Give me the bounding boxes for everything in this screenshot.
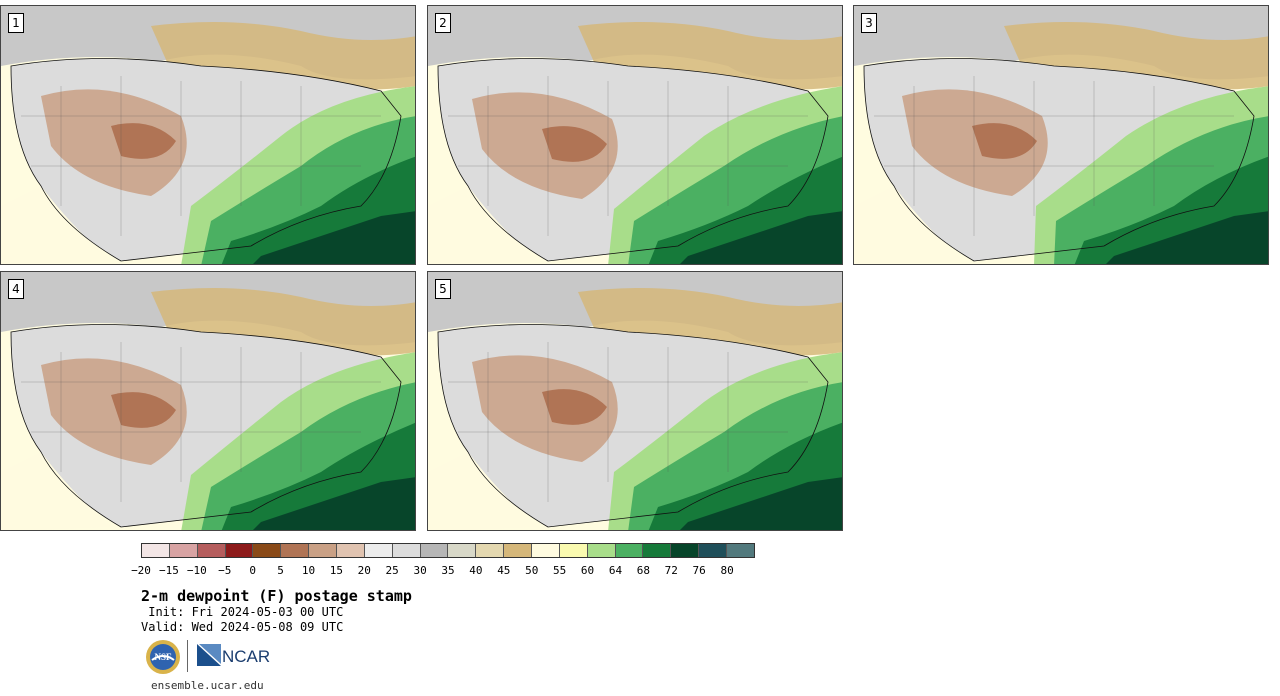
colorbar-swatch [197, 544, 226, 557]
site-url: ensemble.ucar.edu [151, 679, 264, 692]
colorbar-tick-label: 20 [357, 564, 371, 577]
colorbar-tick-label: 5 [277, 564, 284, 577]
colorbar-tick-label: 68 [636, 564, 650, 577]
very-dry-region [111, 392, 176, 428]
colorbar-swatch [671, 544, 700, 557]
tan-band [151, 288, 415, 356]
colorbar-tick-label: 15 [329, 564, 343, 577]
colorbar-swatch [559, 544, 588, 557]
colorbar-tick-label: −10 [186, 564, 207, 577]
dewpoint-map [854, 6, 1268, 264]
colorbar-swatch [225, 544, 254, 557]
colorbar-swatch [504, 544, 533, 557]
very-dry-region [542, 126, 607, 162]
colorbar-tick-label: 80 [720, 564, 734, 577]
colorbar [141, 543, 755, 558]
nsf-logo-text: NSF [154, 652, 172, 662]
colorbar-tick-label: 72 [664, 564, 678, 577]
colorbar-tick-label: 0 [249, 564, 256, 577]
colorbar-tick-label: 76 [692, 564, 706, 577]
dry-region [472, 92, 618, 199]
colorbar-tick-label: 40 [469, 564, 483, 577]
dewpoint-map [428, 6, 842, 264]
panel-number: 2 [435, 13, 451, 33]
colorbar-tick-label: 50 [525, 564, 539, 577]
colorbar-tick-label: −5 [218, 564, 232, 577]
map-panel-2: 2 [427, 5, 843, 265]
map-panel-3: 3 [853, 5, 1269, 265]
colorbar-swatch [476, 544, 505, 557]
map-panel-5: 5 [427, 271, 843, 531]
colorbar-swatch [587, 544, 616, 557]
colorbar-swatch [281, 544, 310, 557]
logo-divider [187, 640, 188, 672]
tan-band [151, 22, 415, 90]
colorbar-tick-label: −20 [131, 564, 151, 577]
colorbar-swatch [309, 544, 338, 557]
nsf-logo-icon: NSF [146, 640, 180, 674]
dry-region [41, 358, 187, 465]
colorbar-tick-label: 25 [385, 564, 399, 577]
colorbar-swatch [337, 544, 365, 557]
colorbar-swatch [364, 544, 393, 557]
very-dry-region [111, 123, 176, 159]
coastline [10, 324, 402, 528]
gulf-region [253, 211, 415, 264]
gulf-region [253, 477, 415, 530]
colorbar-swatch [448, 544, 477, 557]
gulf-region [680, 211, 842, 264]
colorbar-tick-label: 35 [441, 564, 455, 577]
dewpoint-map [1, 272, 415, 530]
colorbar-swatch [615, 544, 644, 557]
colorbar-swatch [142, 544, 170, 557]
colorbar-swatch [253, 544, 282, 557]
map-panel-4: 4 [0, 271, 416, 531]
colorbar-swatch [699, 544, 728, 557]
tan-band [1004, 22, 1268, 90]
coastline [437, 324, 829, 528]
valid-time: Valid: Wed 2024-05-08 09 UTC [141, 620, 344, 634]
colorbar-tick-label: 30 [413, 564, 427, 577]
ncar-logo-text: NCAR [222, 647, 271, 666]
colorbar-swatch [420, 544, 449, 557]
mexico-region [428, 186, 538, 264]
colorbar-swatch [392, 544, 421, 557]
colorbar-tick-label: −15 [158, 564, 179, 577]
colorbar-tick-label: 64 [608, 564, 623, 577]
coastline [437, 58, 829, 262]
tan-band [578, 22, 842, 90]
panel-number: 3 [861, 13, 877, 33]
panel-number: 4 [8, 279, 24, 299]
gulf-region [1106, 211, 1268, 264]
colorbar-swatch [532, 544, 560, 557]
mexico-region [1, 186, 111, 264]
init-time: Init: Fri 2024-05-03 00 UTC [141, 605, 344, 619]
very-dry-region [972, 123, 1037, 159]
colorbar-tick-label: 45 [497, 564, 511, 577]
map-panel-1: 1 [0, 5, 416, 265]
coastline [863, 58, 1255, 262]
colorbar-swatch [727, 544, 754, 557]
figure-title: 2-m dewpoint (F) postage stamp [141, 587, 412, 605]
colorbar-tick-label: 60 [580, 564, 595, 577]
panel-number: 1 [8, 13, 24, 33]
dewpoint-map [428, 272, 842, 530]
mexico-region [854, 186, 964, 264]
panel-number: 5 [435, 279, 451, 299]
ncar-logo-icon [197, 644, 221, 666]
colorbar-swatch [169, 544, 198, 557]
mexico-region [1, 452, 111, 530]
mexico-region [428, 452, 538, 530]
dewpoint-map [1, 6, 415, 264]
tan-band [578, 288, 842, 356]
colorbar-swatch [643, 544, 672, 557]
very-dry-region [542, 389, 607, 425]
gulf-region [680, 477, 842, 530]
coastline [10, 58, 402, 262]
colorbar-tick-label: 10 [301, 564, 316, 577]
colorbar-tick-label: 55 [553, 564, 567, 577]
